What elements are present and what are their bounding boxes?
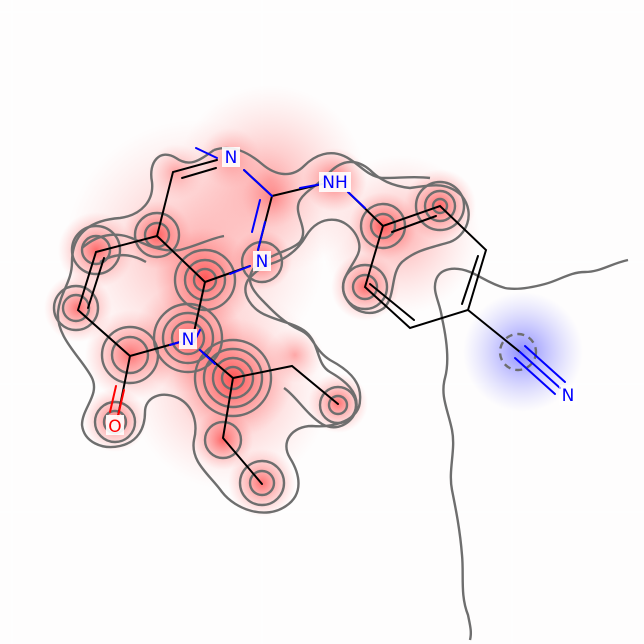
colored-bonds	[109, 147, 566, 417]
atom-label-n-lactam: N	[182, 330, 195, 350]
atom-label-o: O	[108, 417, 121, 437]
atom-labels: N NH N N O N	[106, 147, 577, 437]
atom-label-nh: NH	[322, 173, 348, 193]
atom-label-n-ring: N	[256, 252, 269, 272]
atom-label-n-top: N	[225, 148, 238, 168]
atom-label-n-nitrile: N	[562, 386, 575, 406]
